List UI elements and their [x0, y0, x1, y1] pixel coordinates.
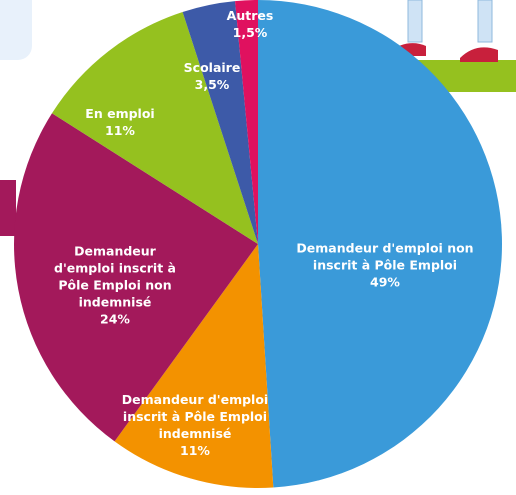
- category-label: Demandeur d'emploi inscrit à Pôle Emploi…: [45, 243, 185, 311]
- page: Demandeur d'emploi non inscrit à Pôle Em…: [0, 0, 516, 495]
- value-label: 11%: [70, 122, 170, 139]
- decor-tab: [0, 180, 16, 236]
- value-label: 24%: [45, 311, 185, 328]
- decor-leg: [478, 0, 492, 42]
- decor-box: [0, 0, 32, 60]
- category-label: En emploi: [70, 105, 170, 122]
- slice-label: Demandeur d'emploi non inscrit à Pôle Em…: [295, 240, 475, 291]
- category-label: Autres: [215, 7, 285, 24]
- category-label: Demandeur d'emploi inscrit à Pôle Emploi…: [108, 391, 283, 442]
- category-label: Scolaire: [172, 59, 252, 76]
- category-label: Demandeur d'emploi non inscrit à Pôle Em…: [295, 240, 475, 274]
- value-label: 1,5%: [215, 24, 285, 41]
- value-label: 49%: [295, 274, 475, 291]
- value-label: 3,5%: [172, 76, 252, 93]
- decor-shoe: [460, 47, 498, 62]
- slice-label: Demandeur d'emploi inscrit à Pôle Emploi…: [108, 391, 283, 459]
- value-label: 11%: [108, 442, 283, 459]
- slice-label: Demandeur d'emploi inscrit à Pôle Emploi…: [45, 243, 185, 328]
- decor-leg: [408, 0, 422, 42]
